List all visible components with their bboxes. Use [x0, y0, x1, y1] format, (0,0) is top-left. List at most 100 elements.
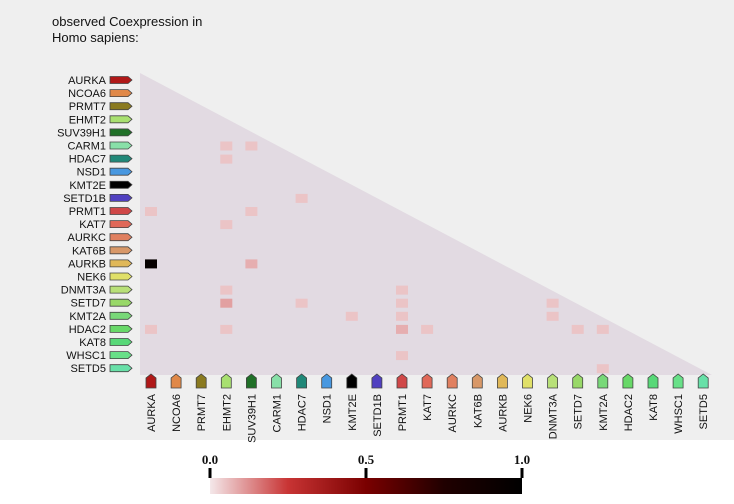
- gene-tag: [547, 373, 558, 389]
- gene-tag: [109, 246, 133, 255]
- column-label: SETD5: [698, 394, 710, 429]
- column-label: PRMT1: [397, 394, 409, 431]
- column-label: HDAC7: [297, 394, 309, 431]
- cell: [345, 311, 358, 321]
- gene-tag: [220, 373, 232, 389]
- cell: [396, 311, 408, 321]
- row-label: AURKA: [68, 75, 107, 87]
- row-label: HDAC2: [69, 324, 106, 336]
- column-label: KMT2E: [347, 394, 359, 431]
- gene-tag: [522, 373, 533, 389]
- cell: [396, 351, 408, 361]
- row-label: SUV39H1: [57, 127, 106, 139]
- row-label: SETD1B: [63, 193, 106, 205]
- column-label: EHMT2: [221, 394, 233, 431]
- gene-tag: [109, 338, 133, 346]
- row-label: WHSC1: [66, 350, 106, 362]
- gene-tag: [109, 180, 133, 189]
- column-label: WHSC1: [673, 394, 685, 434]
- cell: [245, 207, 258, 216]
- column-label: KAT6B: [472, 394, 484, 428]
- cell: [220, 220, 233, 230]
- gene-tag: [246, 373, 257, 389]
- row-label: NSD1: [77, 167, 106, 179]
- gene-tag: [109, 154, 133, 163]
- column-label: PRMT7: [196, 394, 208, 431]
- cell: [396, 285, 408, 295]
- cell: [220, 141, 233, 151]
- gene-tag: [109, 325, 133, 333]
- gene-tag: [622, 373, 634, 389]
- cell: [546, 298, 559, 308]
- colorbar-label: 1.0: [514, 452, 530, 467]
- gene-tag: [109, 89, 133, 97]
- cell: [220, 154, 233, 164]
- cell: [145, 207, 157, 216]
- cell: [295, 193, 308, 203]
- row-label: AURKC: [67, 232, 106, 244]
- gene-tag: [396, 373, 408, 389]
- column-label: AURKC: [447, 394, 459, 433]
- gene-tag: [109, 351, 133, 359]
- column-label: SETD7: [573, 394, 585, 429]
- gene-tag: [109, 194, 133, 202]
- cell: [220, 285, 233, 295]
- gene-tag: [109, 76, 133, 84]
- gene-tag: [321, 373, 333, 389]
- gene-tag: [170, 373, 182, 389]
- column-label: CARM1: [272, 394, 284, 433]
- column-label: AURKA: [146, 393, 158, 432]
- row-label: DNMT3A: [61, 285, 107, 297]
- gene-tag: [109, 115, 133, 124]
- title-line: observed Coexpression in: [52, 14, 202, 29]
- gene-tag: [109, 141, 133, 150]
- cell: [596, 324, 609, 334]
- gene-tag: [109, 364, 133, 373]
- cell: [220, 324, 233, 334]
- row-label: EHMT2: [69, 114, 106, 126]
- column-label: AURKB: [497, 394, 509, 432]
- cell: [396, 298, 408, 308]
- gene-tag: [145, 373, 157, 389]
- gene-tag: [697, 373, 709, 389]
- cell: [421, 324, 434, 334]
- cell: [220, 298, 233, 308]
- gene-tag: [647, 373, 659, 389]
- gene-tag: [109, 298, 133, 307]
- cell: [245, 141, 258, 151]
- gene-tag: [572, 373, 584, 389]
- column-label: KAT7: [422, 394, 434, 421]
- gene-tag: [497, 373, 508, 389]
- gene-tag: [109, 102, 133, 111]
- colorbar-label: 0.0: [202, 452, 218, 467]
- gene-tag: [271, 373, 282, 389]
- gene-tag: [672, 373, 684, 389]
- row-label: KMT2E: [69, 180, 106, 192]
- matrix-area: [140, 73, 712, 375]
- column-label: KAT8: [648, 394, 660, 421]
- cell: [596, 364, 609, 374]
- gene-tag: [109, 220, 133, 228]
- row-label: HDAC7: [69, 154, 106, 166]
- column-label: SETD1B: [372, 394, 384, 437]
- cell: [396, 324, 408, 334]
- title-line: Homo sapiens:: [52, 30, 139, 45]
- column-label: DNMT3A: [548, 393, 560, 439]
- column-label: KMT2A: [598, 393, 610, 430]
- row-label: KMT2A: [69, 311, 106, 323]
- cell: [145, 324, 157, 334]
- column-label: HDAC2: [623, 394, 635, 431]
- gene-tag: [471, 373, 483, 389]
- row-label: NEK6: [77, 272, 106, 284]
- gene-tag: [371, 373, 383, 389]
- cell: [295, 298, 308, 308]
- cell: [571, 324, 584, 334]
- cell: [245, 259, 258, 269]
- gene-tag: [346, 373, 358, 389]
- gene-tag: [109, 311, 133, 320]
- gene-tag: [597, 373, 609, 389]
- row-label: KAT8: [79, 337, 106, 349]
- column-label: NCOA6: [171, 394, 183, 432]
- cell: [145, 259, 157, 269]
- gene-tag: [109, 167, 133, 176]
